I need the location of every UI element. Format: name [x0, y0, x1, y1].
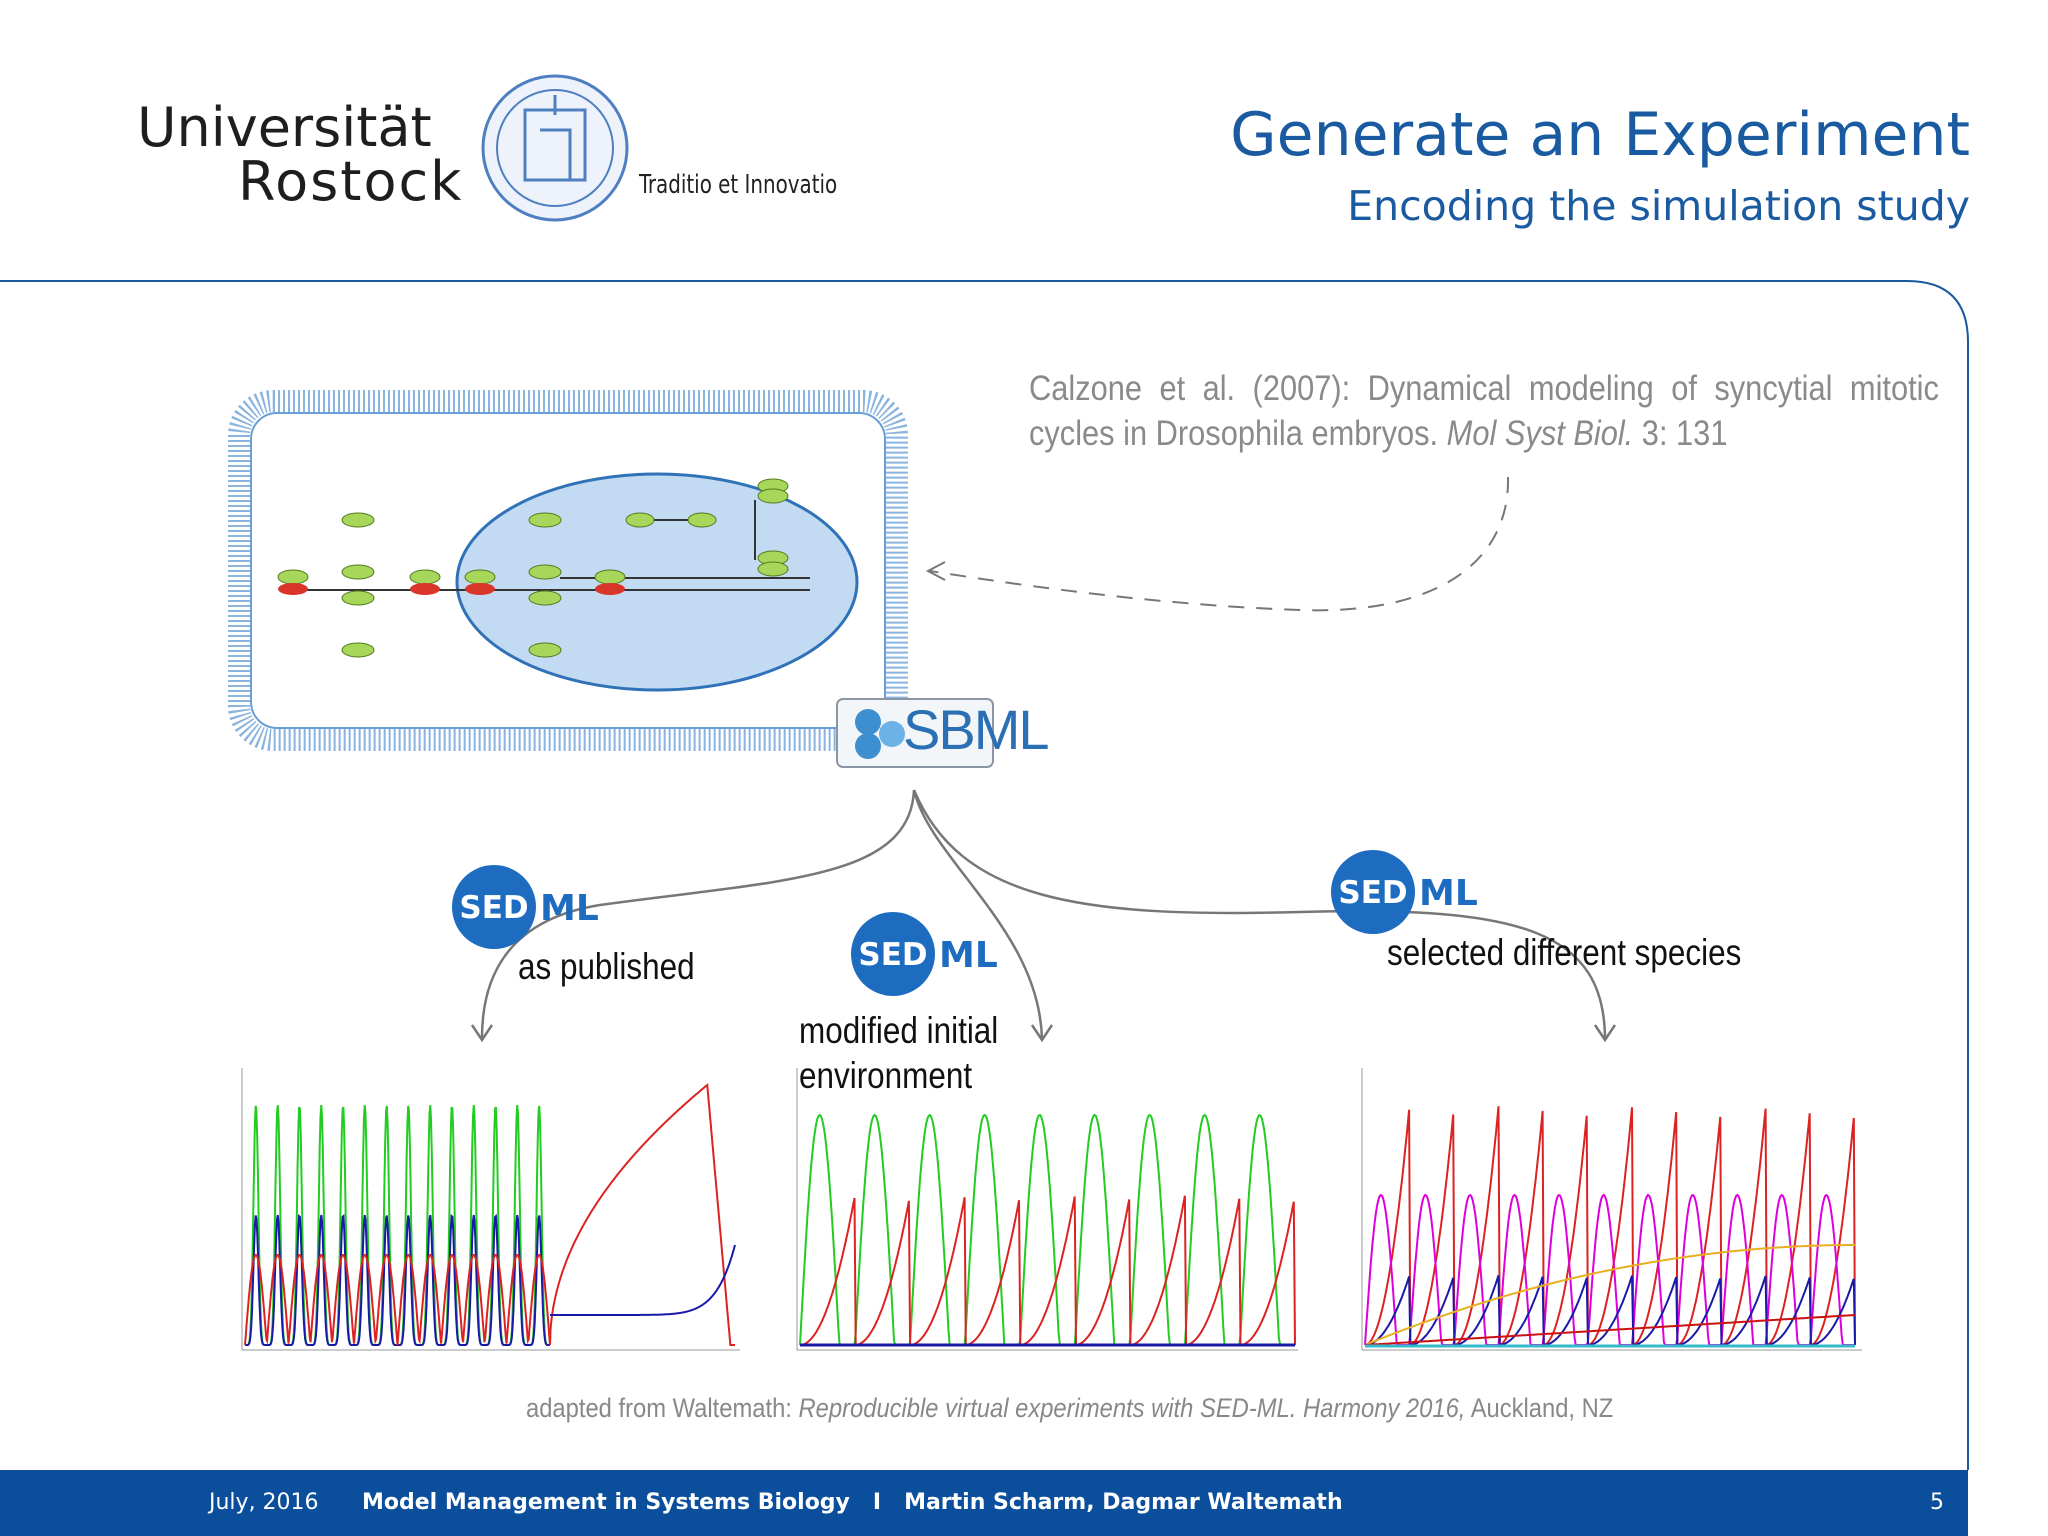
branch-arrows — [470, 789, 1617, 1043]
slide-subtitle: Encoding the simulation study — [1347, 182, 1970, 230]
plot-curve — [1364, 1314, 1856, 1346]
plot-curve — [244, 1253, 551, 1346]
sedml-logo-b: ML — [1419, 873, 1478, 914]
credit: adapted from Waltemath: Reproducible vir… — [526, 1393, 1613, 1424]
sedml-logo-a: SED — [459, 890, 528, 926]
footer-separator: I — [872, 1490, 882, 1515]
footer-date: July, 2016 — [209, 1490, 319, 1515]
citation-journal: Mol Syst Biol. — [1446, 414, 1634, 453]
sedml-logos: SED ML SED ML SED ML — [452, 850, 1478, 996]
footer-page: 5 — [1930, 1490, 1944, 1515]
plot-curve — [1364, 1106, 1856, 1347]
citation-text: Calzone et al. (2007): Dynamical modelin… — [1029, 369, 1939, 453]
sbml-logo-text: SBML — [903, 698, 1049, 761]
arrow-head — [925, 561, 946, 581]
footer-band — [0, 1470, 1968, 1536]
university-name: Universität — [137, 96, 432, 159]
sedml-logo-a: SED — [1338, 875, 1407, 911]
citation: Calzone et al. (2007): Dynamical modelin… — [1029, 366, 1939, 456]
dashed-arrow — [929, 476, 1510, 612]
footer-talk: Model Management in Systems Biology — [362, 1490, 850, 1515]
experiment-label: modified initial environment — [799, 1010, 999, 1096]
cell-diagram — [228, 390, 908, 751]
plot-curve — [799, 1113, 1295, 1346]
experiment-label: selected different species — [1387, 932, 1742, 973]
sedml-logo-b: ML — [540, 888, 599, 929]
footer-authors: Martin Scharm, Dagmar Waltemath — [904, 1490, 1343, 1515]
plot-curve — [1364, 1244, 1855, 1346]
frame-line — [0, 280, 1969, 1470]
citation-volume: 3: 131 — [1641, 414, 1728, 453]
plot-curve — [1364, 1274, 1856, 1347]
credit-prefix: adapted from Waltemath: — [526, 1393, 792, 1423]
motto: Traditio et Innovatio — [639, 170, 838, 200]
sedml-circle — [851, 912, 935, 996]
sbml-logo — [836, 698, 994, 768]
sedml-logo-b: ML — [939, 935, 998, 976]
sedml-circle — [1331, 850, 1415, 934]
sedml-circle — [452, 865, 536, 949]
sedml-logo-a: SED — [858, 937, 927, 973]
plot-curve — [550, 1244, 736, 1316]
experiment-label: as published — [518, 946, 695, 987]
plot-axes — [796, 1068, 1298, 1351]
plot-axes — [241, 1068, 740, 1351]
plot-curve — [799, 1195, 1296, 1347]
plot-curve — [549, 1083, 735, 1346]
footer-title: Model Management in Systems Biology I Ma… — [362, 1490, 1343, 1515]
credit-place: Auckland, NZ — [1470, 1393, 1614, 1423]
credit-title: Reproducible virtual experiments with SE… — [798, 1393, 1466, 1423]
slide-title: Generate an Experiment — [1230, 100, 1970, 170]
university-city: Rostock — [238, 150, 464, 213]
plot-axes — [1361, 1068, 1862, 1351]
seal — [481, 74, 629, 222]
result-plots — [241, 1068, 1862, 1351]
